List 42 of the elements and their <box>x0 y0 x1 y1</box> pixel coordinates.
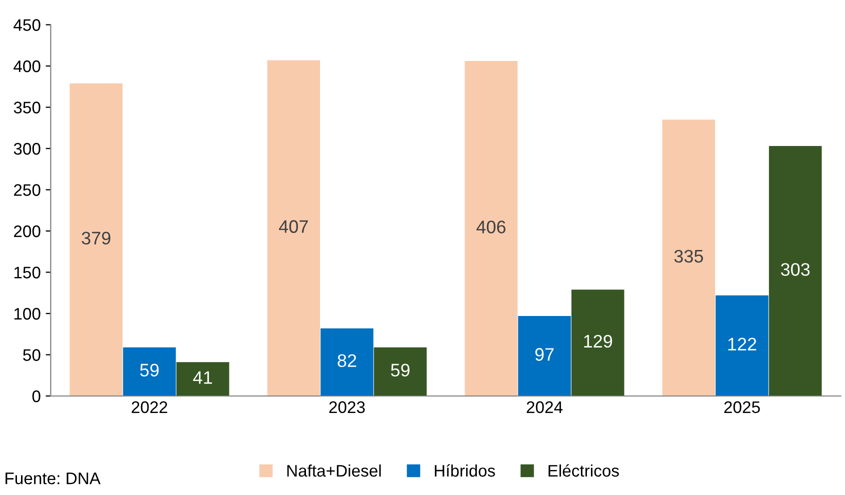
data-label: 97 <box>535 348 554 361</box>
data-label: 406 <box>476 220 506 234</box>
y-tick-label: 100 <box>14 308 40 320</box>
data-label: 335 <box>674 250 703 263</box>
bar <box>464 61 518 396</box>
data-label: 122 <box>728 338 756 350</box>
data-label: 129 <box>584 334 612 348</box>
legend-label: Nafta+Diesel <box>287 464 381 477</box>
y-tick-label: 250 <box>14 184 40 196</box>
bar <box>176 362 230 396</box>
data-label: 59 <box>140 364 159 377</box>
data-label: 41 <box>193 371 212 384</box>
y-tick-label: 150 <box>14 266 40 278</box>
bar <box>320 328 374 396</box>
bar <box>374 347 427 396</box>
bar <box>768 146 822 396</box>
data-label: 303 <box>780 263 810 276</box>
y-tick-label: 200 <box>14 225 40 238</box>
bar <box>267 60 320 396</box>
bar <box>571 290 624 396</box>
y-tick-label: 0 <box>32 390 40 402</box>
x-tick-label: 2022 <box>132 401 168 414</box>
x-tick-label: 2023 <box>329 401 365 414</box>
y-tick-label: 400 <box>14 60 40 72</box>
data-label: 379 <box>82 232 110 245</box>
data-label: 59 <box>390 364 410 377</box>
y-tick-label: 300 <box>14 142 40 155</box>
y-tick-label: 350 <box>14 102 40 114</box>
legend-label: Híbridos <box>434 464 495 477</box>
bar <box>716 295 768 396</box>
bar <box>123 347 176 396</box>
bar <box>70 83 123 396</box>
source-note: Fuente: DNA <box>6 472 101 484</box>
bar <box>518 316 571 396</box>
data-label: 407 <box>279 220 308 233</box>
x-tick-label: 2024 <box>526 401 563 414</box>
data-label: 82 <box>338 354 356 368</box>
y-tick-label: 450 <box>14 19 40 31</box>
bar <box>662 120 716 396</box>
legend-label: Eléctricos <box>548 464 619 477</box>
x-tick-label: 2025 <box>724 401 760 414</box>
y-tick-label: 50 <box>23 349 40 361</box>
